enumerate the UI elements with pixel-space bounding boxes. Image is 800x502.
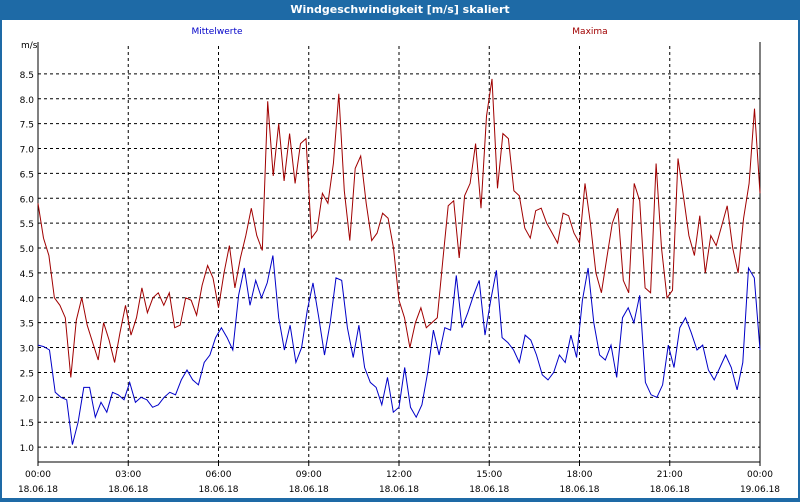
wind-speed-chart: 1.0 1.5 2.0 2.5 3.0 3.5 4.0 4.5 5.0 5.5 6.0 6.5 7.0 7… xyxy=(18,27,780,495)
x-tick-date: 18.06.18 xyxy=(559,485,599,495)
y-tick-label: 8.5 xyxy=(20,71,34,81)
y-axis-unit: m/s xyxy=(21,41,38,51)
series-line-mittelwerte xyxy=(37,255,761,445)
y-tick-label: 4.0 xyxy=(20,295,35,305)
x-tick-time: 00:00 xyxy=(747,470,773,480)
x-tick-time: 21:00 xyxy=(657,470,683,480)
x-tick-time: 06:00 xyxy=(206,470,232,480)
x-tick-date: 18.06.18 xyxy=(379,485,419,495)
legend-mittelwerte: Mittelwerte xyxy=(191,27,242,37)
y-tick-label: 3.5 xyxy=(20,320,34,330)
x-tick-time: 18:00 xyxy=(567,470,593,480)
legend-maxima: Maxima xyxy=(572,27,607,37)
y-tick-label: 5.0 xyxy=(20,245,35,255)
x-tick-time: 15:00 xyxy=(476,470,502,480)
y-tick-label: 6.0 xyxy=(20,195,35,205)
x-tick-time: 12:00 xyxy=(386,470,412,480)
y-tick-label: 3.0 xyxy=(20,345,35,355)
chart-area: 1.0 1.5 2.0 2.5 3.0 3.5 4.0 4.5 5.0 5.5 6.0 6.5 7.0 7… xyxy=(2,20,798,498)
y-tick-label: 6.5 xyxy=(20,170,34,180)
y-tick-label: 8.0 xyxy=(20,96,35,106)
x-tick-date: 19.06.18 xyxy=(740,485,780,495)
y-tick-label: 7.0 xyxy=(20,146,35,156)
x-tick-date: 18.06.18 xyxy=(198,485,238,495)
y-tick-label: 4.5 xyxy=(20,270,34,280)
y-tick-label: 7.5 xyxy=(20,121,34,131)
x-tick-date: 18.06.18 xyxy=(469,485,509,495)
y-tick-label: 5.5 xyxy=(20,220,34,230)
y-tick-label: 1.0 xyxy=(20,444,35,454)
x-tick-time: 09:00 xyxy=(296,470,322,480)
y-tick-label: 1.5 xyxy=(20,419,34,429)
x-tick-date: 18.06.18 xyxy=(289,485,329,495)
x-tick-time: 03:00 xyxy=(115,470,141,480)
window-title: Windgeschwindigkeit [m/s] skaliert xyxy=(290,3,510,16)
x-tick-date: 18.06.18 xyxy=(650,485,690,495)
x-tick-time: 00:00 xyxy=(25,470,51,480)
series-line-maxima xyxy=(37,78,761,378)
x-tick-date: 18.06.18 xyxy=(18,485,58,495)
y-tick-label: 2.0 xyxy=(20,394,35,404)
x-tick-date: 18.06.18 xyxy=(108,485,148,495)
y-tick-label: 2.5 xyxy=(20,369,34,379)
